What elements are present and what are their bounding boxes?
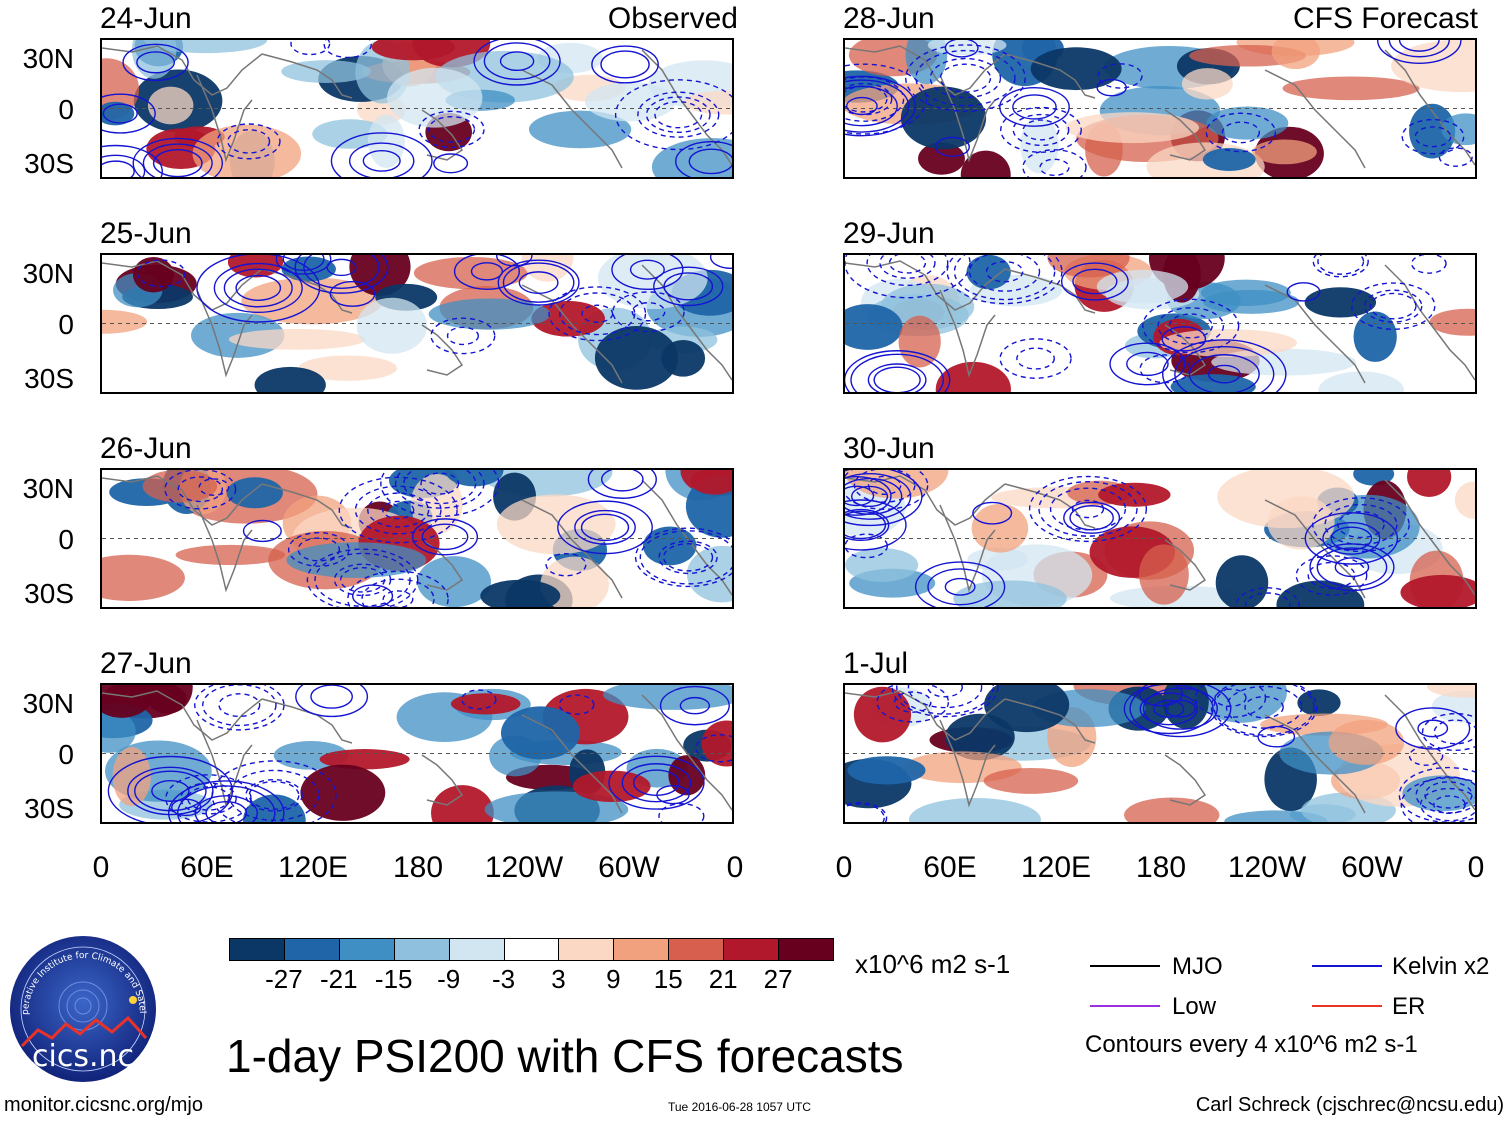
- map-graphic: [102, 40, 732, 177]
- legend-label-er: ER: [1392, 993, 1426, 1020]
- map-panel-2: [100, 253, 734, 394]
- map-graphic: [845, 40, 1475, 177]
- map-graphic: [845, 255, 1475, 392]
- map-graphic: [102, 685, 732, 822]
- legend-line-er: [1312, 1005, 1382, 1007]
- map-panel-6: [843, 253, 1477, 394]
- lon-label-left-120e: 120E: [277, 851, 349, 884]
- map-graphic: [102, 255, 732, 392]
- colorbar-swatch: [338, 938, 395, 961]
- panel-date-1: 24-Jun: [100, 2, 192, 35]
- lon-label-right-0: 0: [835, 851, 853, 884]
- colorbar-swatch: [229, 938, 285, 961]
- map-panel-4: [100, 683, 734, 824]
- lon-label-right-120e: 120E: [1020, 851, 1092, 884]
- lat-label-30n-4: 30N: [22, 688, 74, 719]
- lat-label-eq-2: 0: [58, 309, 74, 340]
- lon-label-right-180: 180: [1135, 851, 1187, 884]
- colorbar-tick-label: 15: [653, 964, 683, 994]
- colorbar-tick-label: -3: [491, 964, 516, 994]
- legend-label-low: Low: [1172, 993, 1217, 1020]
- logo-text: cics.nc: [32, 1039, 134, 1074]
- panel-tag-observed: Observed: [607, 2, 738, 35]
- colorbar-tick-label: -27: [265, 964, 303, 994]
- map-panel-7: [843, 468, 1477, 609]
- lat-label-eq-1: 0: [58, 94, 74, 125]
- panel-tag-forecast: CFS Forecast: [1292, 2, 1478, 35]
- lon-label-left-360: 0: [726, 851, 744, 884]
- legend-line-kelvin: [1312, 965, 1382, 967]
- colorbar-swatch: [448, 938, 505, 961]
- map-panel-3: [100, 468, 734, 609]
- lat-label-30s-2: 30S: [24, 363, 74, 394]
- lat-label-30n-1: 30N: [22, 43, 74, 74]
- lat-label-30s-3: 30S: [24, 578, 74, 609]
- panel-date-3: 26-Jun: [100, 432, 192, 465]
- map-panel-5: [843, 38, 1477, 179]
- colorbar-swatch: [283, 938, 340, 961]
- panel-date-4: 27-Jun: [100, 647, 192, 680]
- cics-logo: Cooperative Institute for Climate and Sa…: [5, 927, 158, 1084]
- legend-line-low: [1090, 1005, 1160, 1007]
- lon-label-right-120w: 120W: [1227, 851, 1307, 884]
- colorbar-units: x10^6 m2 s-1: [855, 949, 1011, 979]
- panel-date-5: 28-Jun: [843, 2, 935, 35]
- contour-interval-note: Contours every 4 x10^6 m2 s-1: [1085, 1031, 1418, 1058]
- colorbar-swatch: [393, 938, 450, 961]
- colorbar-tick-label: 9: [606, 964, 621, 994]
- legend-line-mjo: [1090, 965, 1160, 967]
- map-panel-8: [843, 683, 1477, 824]
- map-panel-1: [100, 38, 734, 179]
- lon-label-left-180: 180: [392, 851, 444, 884]
- panel-date-2: 25-Jun: [100, 217, 192, 250]
- lat-label-30s-1: 30S: [24, 148, 74, 179]
- colorbar-tick-label: 21: [708, 964, 738, 994]
- map-graphic: [845, 470, 1475, 607]
- map-graphic: [102, 470, 732, 607]
- lon-label-left-120w: 120W: [484, 851, 564, 884]
- legend-label-mjo: MJO: [1172, 953, 1223, 980]
- colorbar-swatch: [668, 938, 725, 961]
- lon-label-left-60e: 60E: [180, 851, 234, 884]
- figure-title: 1-day PSI200 with CFS forecasts: [226, 1030, 904, 1082]
- map-graphic: [845, 685, 1475, 822]
- colorbar-tick-label: 3: [551, 964, 566, 994]
- lon-label-right-60e: 60E: [923, 851, 977, 884]
- lat-label-30s-4: 30S: [24, 793, 74, 824]
- lon-label-right-360: 0: [1467, 851, 1485, 884]
- colorbar-swatch: [503, 938, 560, 961]
- colorbar-swatch: [558, 938, 615, 961]
- colorbar-tick-label: 27: [763, 964, 793, 994]
- footer-author: Carl Schreck (cjschrec@ncsu.edu): [1195, 1094, 1504, 1116]
- colorbar-swatch: [778, 938, 834, 961]
- panel-date-6: 29-Jun: [843, 217, 935, 250]
- colorbar-swatch: [613, 938, 670, 961]
- legend-label-kelvin: Kelvin x2: [1392, 953, 1490, 980]
- colorbar-swatch: [723, 938, 780, 961]
- lat-label-30n-2: 30N: [22, 258, 74, 289]
- colorbar-tick-label: -21: [320, 964, 358, 994]
- panel-date-7: 30-Jun: [843, 432, 935, 465]
- footer-url: monitor.cicsnc.org/mjo: [4, 1094, 203, 1116]
- lat-label-30n-3: 30N: [22, 473, 74, 504]
- colorbar-tick-label: -9: [437, 964, 461, 994]
- colorbar-tick-label: -15: [374, 964, 413, 994]
- lon-label-right-60w: 60W: [1341, 851, 1403, 884]
- lat-label-eq-3: 0: [58, 524, 74, 555]
- lat-label-eq-4: 0: [58, 739, 74, 770]
- footer-timestamp: Tue 2016-06-28 1057 UTC: [668, 1100, 811, 1114]
- lon-label-left-60w: 60W: [598, 851, 660, 884]
- panel-date-8: 1-Jul: [843, 647, 909, 680]
- logo-icon: Cooperative Institute for Climate and Sa…: [5, 927, 156, 1082]
- lon-label-left-0: 0: [92, 851, 110, 884]
